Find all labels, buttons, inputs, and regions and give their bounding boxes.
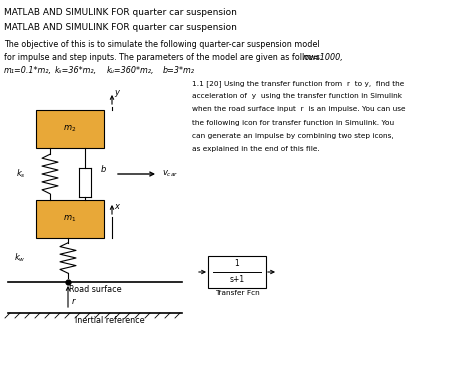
- Text: b=3*m₂: b=3*m₂: [163, 66, 195, 75]
- Text: $k_w$: $k_w$: [14, 252, 26, 264]
- Text: $m_1$: $m_1$: [64, 214, 77, 224]
- Text: 1: 1: [235, 259, 239, 268]
- Bar: [36, 200, 104, 238]
- Text: as explained in the end of this file.: as explained in the end of this file.: [192, 146, 320, 152]
- Text: $r$: $r$: [71, 296, 77, 305]
- Text: can generate an impulse by combining two step icons,: can generate an impulse by combining two…: [192, 133, 393, 139]
- Text: Inertial reference: Inertial reference: [75, 316, 145, 325]
- Text: for impulse and step inputs. The parameters of the model are given as follows:: for impulse and step inputs. The paramet…: [4, 53, 322, 62]
- Text: m₂=1000,: m₂=1000,: [303, 53, 344, 62]
- Text: $k_s$: $k_s$: [16, 168, 26, 180]
- Bar: [208, 256, 266, 288]
- Text: m₁=0.1*m₂,: m₁=0.1*m₂,: [4, 66, 52, 75]
- Text: kₛ=36*m₂,: kₛ=36*m₂,: [55, 66, 97, 75]
- Bar: [36, 110, 104, 148]
- Text: 1.1 [20] Using the transfer function from  r  to y,  find the: 1.1 [20] Using the transfer function fro…: [192, 80, 404, 87]
- Text: $y$: $y$: [114, 88, 121, 99]
- Text: MATLAB AND SIMULINK FOR quarter car suspension: MATLAB AND SIMULINK FOR quarter car susp…: [4, 8, 237, 17]
- Text: MATLAB AND SIMULINK FOR quarter car suspension: MATLAB AND SIMULINK FOR quarter car susp…: [4, 23, 237, 32]
- Text: $v_{car}$: $v_{car}$: [162, 169, 179, 179]
- Text: Transfer Fcn: Transfer Fcn: [215, 290, 259, 296]
- Text: Road surface: Road surface: [69, 285, 121, 294]
- Text: $m_2$: $m_2$: [64, 124, 77, 134]
- Text: $b$: $b$: [100, 164, 107, 175]
- Text: s+1: s+1: [229, 274, 245, 284]
- Text: The objective of this is to simulate the following quarter-car suspension model: The objective of this is to simulate the…: [4, 40, 319, 49]
- Text: kᵤ=360*m₂,: kᵤ=360*m₂,: [107, 66, 155, 75]
- Text: when the road surface input  r  is an impulse. You can use: when the road surface input r is an impu…: [192, 106, 405, 112]
- Text: acceleration of  y  using the transfer function in Simulink: acceleration of y using the transfer fun…: [192, 93, 402, 99]
- Text: $x$: $x$: [114, 202, 121, 211]
- Text: the following icon for transfer function in Simulink. You: the following icon for transfer function…: [192, 120, 394, 126]
